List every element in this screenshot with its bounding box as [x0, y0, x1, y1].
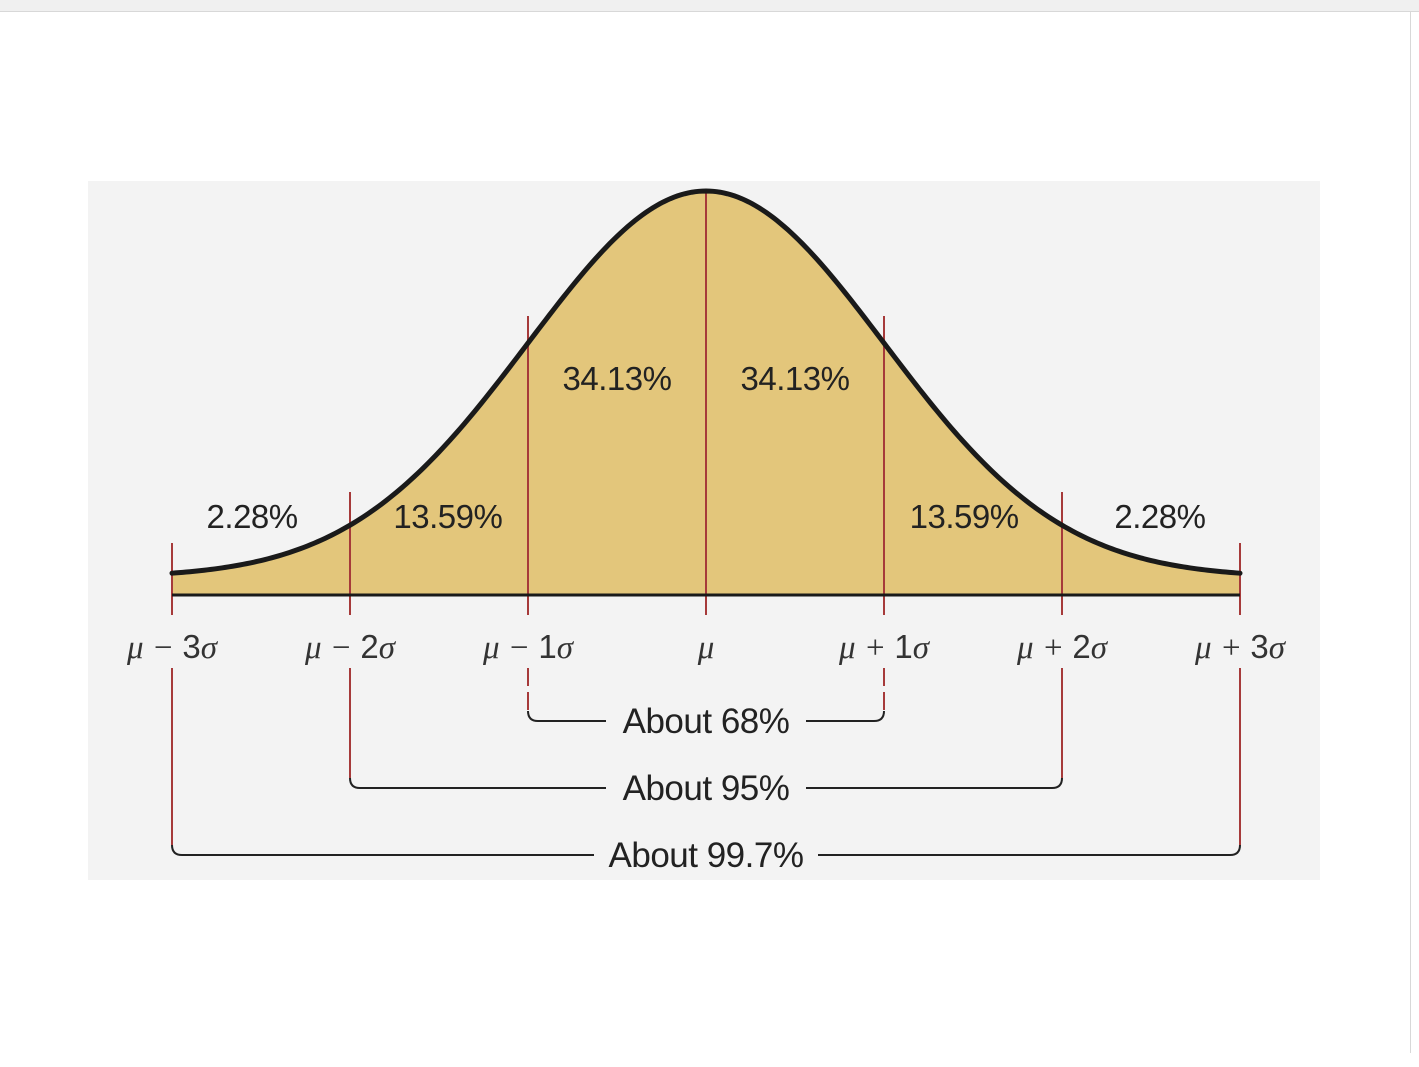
region-label: 2.28% [207, 498, 298, 535]
bracket-line [171, 844, 594, 856]
bracket-label: About 95% [623, 769, 790, 808]
tick-label: μ + 3σ [1194, 628, 1287, 666]
region-label: 2.28% [1114, 498, 1205, 535]
tick-label: μ [697, 630, 715, 666]
bracket-line [818, 844, 1241, 856]
tick-label: μ − 1σ [482, 628, 575, 666]
bracket-line [806, 710, 885, 722]
bracket-line [527, 710, 606, 722]
bracket-label: About 99.7% [609, 836, 804, 875]
tick-label: μ + 1σ [838, 628, 931, 666]
tick-label: μ − 2σ [304, 628, 397, 666]
region-label: 13.59% [393, 498, 502, 535]
region-label: 34.13% [563, 360, 672, 397]
tick-label: μ − 3σ [126, 628, 219, 666]
curve-outline [169, 188, 1243, 576]
window-right-edge [1410, 11, 1411, 1053]
region-label: 13.59% [910, 498, 1019, 535]
region-label: 34.13% [741, 360, 850, 397]
bracket-label: About 68% [623, 702, 790, 741]
tick-label: μ + 2σ [1016, 628, 1109, 666]
bracket-line [806, 777, 1063, 789]
bracket-line [349, 777, 606, 789]
window-top-bar [0, 0, 1419, 12]
